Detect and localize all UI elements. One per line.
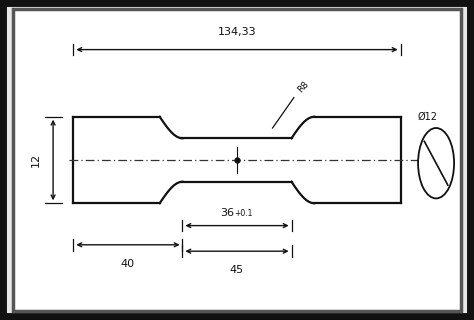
Text: R8: R8	[296, 79, 311, 94]
Text: +0.1: +0.1	[235, 209, 253, 218]
Text: 12: 12	[31, 153, 41, 167]
Text: 40: 40	[121, 259, 135, 269]
Ellipse shape	[418, 128, 454, 198]
Text: 36: 36	[220, 208, 235, 218]
Text: 45: 45	[230, 265, 244, 275]
Text: Ø12: Ø12	[417, 112, 437, 122]
Text: 134,33: 134,33	[218, 27, 256, 37]
